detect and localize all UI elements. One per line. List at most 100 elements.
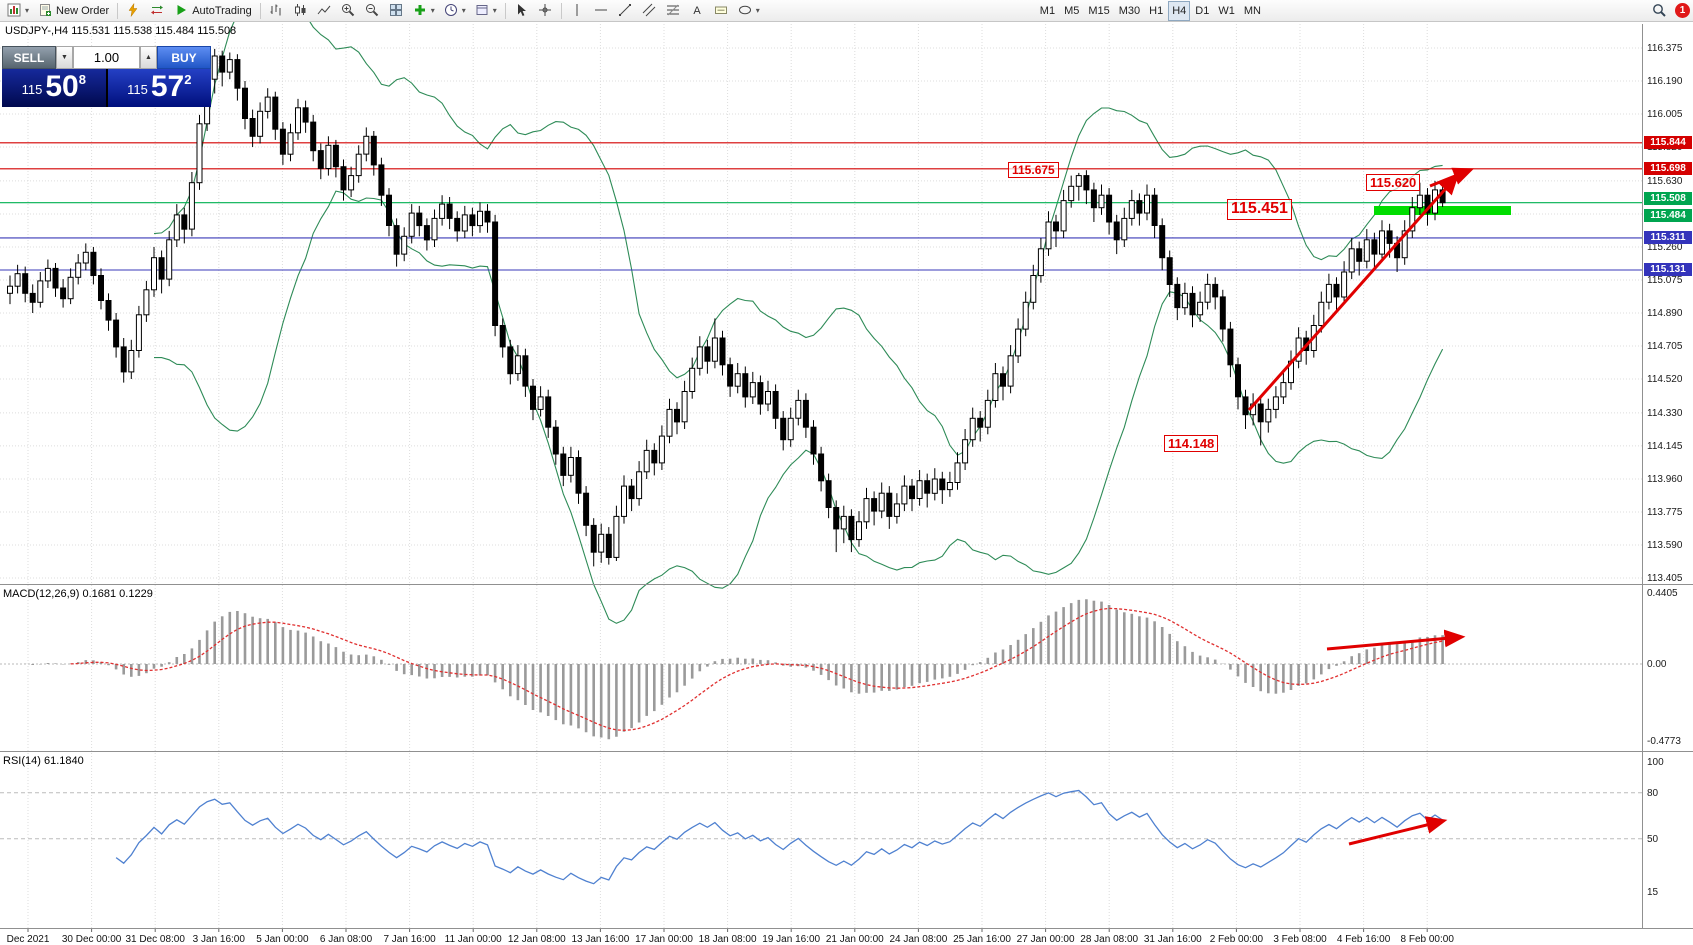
trendline-button[interactable] — [614, 1, 637, 21]
channel-button[interactable] — [638, 1, 661, 21]
zoom-out-icon — [365, 3, 379, 17]
sell-price-display[interactable]: 115 50 8 — [2, 69, 106, 107]
chevron-down-icon: ▾ — [755, 6, 760, 15]
timeframe-h4[interactable]: H4 — [1168, 0, 1191, 21]
toolbar-separator — [504, 2, 506, 19]
clock-icon — [444, 4, 457, 16]
price-tag: 115.508 — [1644, 191, 1692, 205]
autotrading-button[interactable]: AutoTrading — [170, 1, 256, 21]
line-chart-button[interactable] — [313, 1, 336, 21]
candlestick-icon — [294, 3, 306, 17]
volume-decrement-button[interactable]: ▼ — [56, 46, 73, 69]
crosshair-icon — [538, 3, 552, 17]
timeframe-mn[interactable]: MN — [1240, 1, 1265, 21]
crosshair-button[interactable] — [534, 1, 557, 21]
time-axis-label: 30 Dec 00:00 — [61, 934, 122, 945]
price-annotation[interactable]: 115.675 — [1008, 162, 1059, 179]
notification-badge[interactable]: 1 — [1675, 3, 1690, 18]
price-axis-label: 114.330 — [1647, 407, 1683, 419]
buy-price-display[interactable]: 115 57 2 — [107, 69, 211, 107]
price-axis-label: 114.145 — [1647, 440, 1683, 452]
chevron-down-icon: ▾ — [25, 6, 30, 15]
fibonacci-button[interactable] — [662, 1, 685, 21]
time-axis-label: 3 Feb 08:00 — [1273, 934, 1327, 945]
buy-price-sup: 2 — [184, 72, 192, 87]
new-order-button[interactable]: New Order — [34, 1, 113, 21]
price-axis-label: 113.405 — [1647, 572, 1683, 584]
macd-label: MACD(12,26,9) 0.1681 0.1229 — [3, 588, 153, 600]
sell-price-big: 50 — [45, 70, 79, 103]
play-icon — [177, 5, 187, 15]
bar-chart-button[interactable] — [265, 1, 288, 21]
time-axis-label: 25 Jan 16:00 — [953, 934, 1011, 945]
zoom-in-button[interactable] — [337, 1, 360, 21]
volume-increment-button[interactable]: ▲ — [140, 46, 157, 69]
periods-button[interactable]: ▾ — [440, 1, 470, 21]
price-annotation[interactable]: 115.620 — [1366, 174, 1421, 192]
timeframe-m5[interactable]: M5 — [1060, 1, 1083, 21]
time-axis-label: 31 Jan 16:00 — [1143, 934, 1202, 945]
search-button[interactable] — [1648, 1, 1671, 21]
horizontal-line-icon — [594, 9, 608, 11]
price-tag: 115.844 — [1644, 135, 1692, 149]
tile-windows-button[interactable] — [385, 1, 408, 21]
price-axis-label: 113.590 — [1647, 539, 1683, 551]
price-axis-label: 116.375 — [1647, 43, 1683, 54]
timeframe-h1[interactable]: H1 — [1145, 1, 1167, 21]
text-button[interactable] — [686, 1, 709, 21]
time-axis-label: 6 Jan 08:00 — [319, 934, 373, 945]
vertical-line-button[interactable] — [566, 1, 589, 21]
shapes-button[interactable]: ▾ — [734, 1, 764, 21]
new-chart-button[interactable]: ▾ — [3, 1, 33, 21]
new-order-icon — [40, 4, 52, 17]
cursor-button[interactable] — [510, 1, 533, 21]
bar-chart-icon — [269, 4, 281, 16]
price-annotation[interactable]: 115.451 — [1227, 199, 1292, 220]
volume-input[interactable] — [73, 46, 140, 69]
templates-button[interactable]: ▾ — [471, 1, 501, 21]
search-icon — [1652, 3, 1666, 17]
price-tag: 115.131 — [1644, 262, 1692, 276]
metaeditor-button[interactable] — [122, 1, 145, 21]
buy-button[interactable]: BUY — [157, 46, 211, 69]
time-axis-label: 27 Jan 00:00 — [1016, 934, 1075, 945]
timeframe-m1[interactable]: M1 — [1036, 1, 1059, 21]
symbol-ohlc-label: USDJPY-,H4 115.531 115.538 115.484 115.5… — [5, 25, 237, 37]
timeframe-m30[interactable]: M30 — [1115, 1, 1144, 21]
toolbar-separator — [259, 2, 261, 19]
history-button[interactable] — [146, 1, 169, 21]
timeframe-w1[interactable]: W1 — [1214, 1, 1239, 21]
price-axis-label: 113.960 — [1647, 473, 1683, 485]
indicators-button[interactable]: ▾ — [409, 1, 439, 21]
zoom-out-button[interactable] — [361, 1, 384, 21]
time-axis-label: Dec 2021 — [6, 934, 50, 945]
cursor-icon — [517, 4, 526, 16]
price-tag: 115.484 — [1644, 208, 1692, 222]
time-axis-label: 7 Jan 16:00 — [383, 934, 436, 945]
toolbar-separator — [117, 2, 119, 19]
rsi-label: RSI(14) 61.1840 — [3, 755, 84, 767]
price-axis-label: 116.005 — [1647, 109, 1683, 121]
toolbar-separator — [560, 2, 562, 19]
time-axis-label: 21 Jan 00:00 — [825, 934, 884, 945]
macd-axis-label: -0.4773 — [1647, 735, 1681, 747]
time-axis-label: 5 Jan 00:00 — [256, 934, 309, 945]
price-axis-label: 113.775 — [1647, 506, 1683, 518]
channel-icon — [642, 3, 656, 17]
time-axis-label: 24 Jan 08:00 — [889, 934, 948, 945]
horizontal-line-button[interactable] — [590, 1, 613, 21]
tile-windows-icon — [389, 4, 402, 16]
one-click-trading-panel: SELL ▼ ▲ BUY 115 50 8 115 57 2 — [2, 46, 211, 107]
swap-arrows-icon — [150, 5, 164, 15]
price-annotation[interactable]: 114.148 — [1164, 435, 1219, 453]
timeframe-toolbar: M1 M5 M15 M30 H1 H4 D1 W1 MN — [1036, 0, 1265, 21]
sell-button[interactable]: SELL — [2, 46, 56, 69]
chevron-down-icon: ▾ — [430, 6, 435, 15]
price-axis-label: 116.190 — [1647, 76, 1683, 87]
candlestick-chart-button[interactable] — [289, 1, 312, 21]
text-label-button[interactable] — [710, 1, 733, 21]
timeframe-m15[interactable]: M15 — [1084, 1, 1113, 21]
timeframe-d1[interactable]: D1 — [1191, 1, 1213, 21]
